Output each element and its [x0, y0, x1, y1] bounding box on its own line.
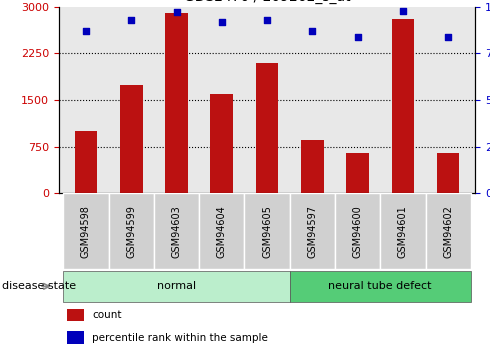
Point: [399, 8, 407, 13]
Bar: [74, 131, 98, 193]
Text: GSM94602: GSM94602: [443, 205, 453, 258]
Bar: [165, 13, 188, 193]
Text: normal: normal: [157, 282, 196, 291]
Bar: [437, 153, 460, 193]
Point: [82, 28, 90, 34]
Bar: [120, 85, 143, 193]
Bar: [63, 193, 109, 269]
Bar: [199, 193, 245, 269]
Bar: [346, 153, 369, 193]
Point: [127, 17, 135, 23]
Point: [354, 34, 362, 39]
Bar: [335, 193, 380, 269]
Bar: [380, 193, 425, 269]
Bar: [63, 271, 290, 302]
Text: GSM94604: GSM94604: [217, 205, 227, 257]
Bar: [301, 140, 323, 193]
Text: GSM94597: GSM94597: [307, 205, 318, 258]
Text: disease state: disease state: [2, 282, 76, 291]
Text: GSM94603: GSM94603: [172, 205, 181, 257]
Bar: [211, 94, 233, 193]
Bar: [256, 63, 278, 193]
Point: [444, 34, 452, 39]
Bar: [290, 271, 471, 302]
Text: GSM94600: GSM94600: [353, 205, 363, 257]
Bar: [392, 19, 414, 193]
Point: [218, 19, 226, 24]
Bar: [245, 193, 290, 269]
Bar: [425, 193, 471, 269]
Text: GSM94601: GSM94601: [398, 205, 408, 257]
Bar: [67, 309, 84, 322]
Text: percentile rank within the sample: percentile rank within the sample: [92, 333, 268, 343]
Bar: [67, 331, 84, 344]
Text: count: count: [92, 310, 122, 320]
Point: [308, 28, 316, 34]
Text: GSM94605: GSM94605: [262, 205, 272, 258]
Title: GDS2470 / 209262_s_at: GDS2470 / 209262_s_at: [184, 0, 350, 4]
Text: GSM94598: GSM94598: [81, 205, 91, 258]
Bar: [109, 193, 154, 269]
Bar: [154, 193, 199, 269]
Bar: [290, 193, 335, 269]
Text: neural tube defect: neural tube defect: [328, 282, 432, 291]
Point: [172, 10, 180, 15]
Text: GSM94599: GSM94599: [126, 205, 136, 258]
Point: [263, 17, 271, 23]
